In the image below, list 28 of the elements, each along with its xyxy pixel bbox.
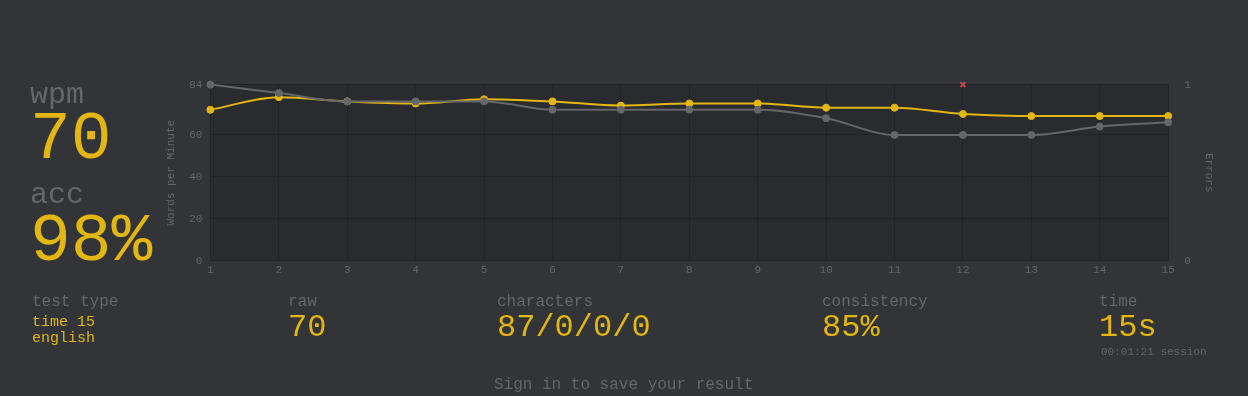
text: english <box>32 330 96 347</box>
point <box>822 114 831 123</box>
point <box>958 109 967 118</box>
point <box>548 105 557 114</box>
point <box>890 103 899 112</box>
point <box>1095 122 1104 131</box>
point <box>753 99 762 108</box>
point <box>685 105 694 114</box>
text: 15s <box>1099 309 1157 346</box>
point <box>1095 112 1104 121</box>
text: 70 <box>288 309 327 346</box>
text: 98% <box>30 203 153 280</box>
point <box>958 130 967 139</box>
text: time 15 <box>32 314 96 331</box>
point <box>206 105 215 114</box>
point <box>616 105 625 114</box>
point <box>1027 130 1036 139</box>
point <box>206 80 215 89</box>
point <box>1027 112 1036 121</box>
point <box>274 88 283 97</box>
point <box>822 103 831 112</box>
text: 85% <box>822 309 880 346</box>
point <box>1164 118 1173 127</box>
point <box>685 99 694 108</box>
point <box>890 130 899 139</box>
point <box>753 105 762 114</box>
text: 87/0/0/0 <box>497 309 651 346</box>
point <box>548 97 557 106</box>
